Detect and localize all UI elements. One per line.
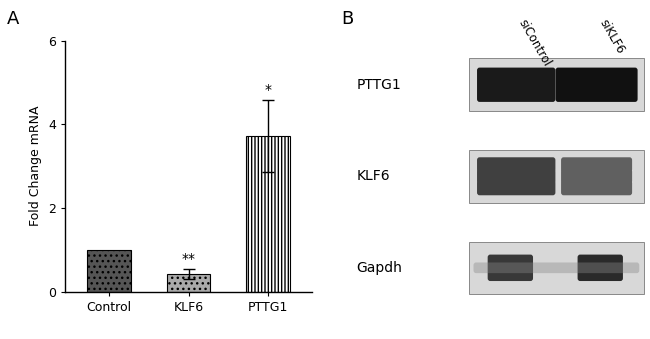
- FancyBboxPatch shape: [556, 67, 638, 102]
- Bar: [469, 59, 644, 111]
- Text: *: *: [265, 83, 272, 97]
- FancyBboxPatch shape: [561, 157, 632, 172]
- Bar: [87, 250, 131, 292]
- FancyBboxPatch shape: [477, 67, 555, 102]
- Text: siKLF6: siKLF6: [597, 17, 627, 56]
- FancyBboxPatch shape: [474, 262, 639, 273]
- Text: **: **: [181, 252, 196, 266]
- FancyBboxPatch shape: [477, 169, 555, 184]
- Text: KLF6: KLF6: [357, 169, 391, 183]
- Text: siControl: siControl: [516, 17, 554, 69]
- Text: A: A: [6, 10, 19, 28]
- Y-axis label: Fold Change mRNA: Fold Change mRNA: [29, 106, 42, 226]
- FancyBboxPatch shape: [488, 255, 533, 281]
- FancyBboxPatch shape: [477, 157, 555, 172]
- FancyBboxPatch shape: [561, 180, 632, 195]
- Text: Gapdh: Gapdh: [357, 261, 402, 275]
- FancyBboxPatch shape: [578, 255, 623, 281]
- Bar: [469, 241, 644, 294]
- Text: B: B: [341, 10, 354, 28]
- Bar: [166, 274, 211, 292]
- Bar: [469, 150, 644, 203]
- FancyBboxPatch shape: [561, 169, 632, 184]
- Text: PTTG1: PTTG1: [357, 78, 402, 92]
- FancyBboxPatch shape: [477, 180, 555, 195]
- Bar: [246, 136, 290, 292]
